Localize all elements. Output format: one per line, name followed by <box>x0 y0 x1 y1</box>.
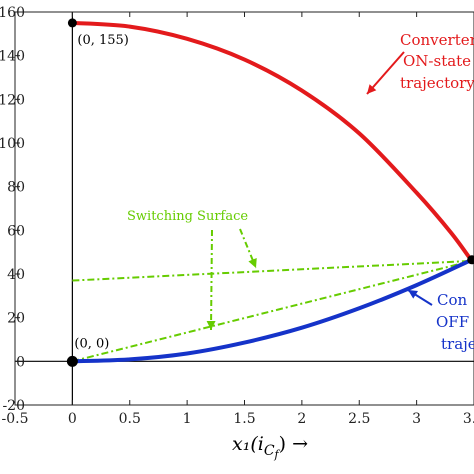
switching-arrow-1 <box>206 229 216 331</box>
y-tick-label: 60 <box>7 223 25 239</box>
x-axis-label: x₁(iCf) → <box>232 433 308 461</box>
point-marker <box>66 355 78 367</box>
x-tick-label: 0.5 <box>119 411 141 427</box>
point-marker <box>467 255 474 265</box>
y-tick-label: 0 <box>16 354 25 370</box>
off-state-trajectory <box>70 257 474 364</box>
x-tick-label: 0 <box>68 411 77 427</box>
x-tick-label: 3 <box>412 411 421 427</box>
y-tick-label: 100 <box>0 136 25 152</box>
points-group: (0, 155) (0, 0) <box>66 18 474 367</box>
off-state-label-line2: OFF <box>436 313 469 331</box>
switching-surface-lines <box>72 259 472 363</box>
x-tick-label: 3.5 <box>463 411 474 427</box>
off-state-arrow-head <box>408 290 419 299</box>
switching-arrow-2-head <box>248 257 257 268</box>
x-tick-label: -0.5 <box>2 411 29 427</box>
point-label-0-155: (0, 155) <box>77 33 129 48</box>
on-state-trajectory <box>70 20 474 263</box>
switching-arrow-2 <box>239 228 257 269</box>
switching-arrow-1-head <box>206 320 216 330</box>
y-tick-label: 40 <box>7 267 25 283</box>
y-tick-label: 120 <box>0 92 25 108</box>
x-tick-label: 1.5 <box>233 411 255 427</box>
y-tick-label: 20 <box>7 311 25 327</box>
x-tick-label: 2 <box>297 411 306 427</box>
y-tick-label: 80 <box>7 180 25 196</box>
x-tick-label: 2.5 <box>348 411 370 427</box>
on-state-arrow-head <box>367 84 377 94</box>
x-tick-label: 1 <box>183 411 192 427</box>
on-state-arrow <box>366 51 405 95</box>
off-state-label-line1: Con <box>437 291 468 309</box>
switching-surface-label: Switching Surface <box>127 209 248 224</box>
series-group <box>70 20 474 364</box>
point-marker <box>67 18 77 28</box>
on-state-label-line3: trajectory <box>400 74 474 92</box>
on-state-arrow-shaft <box>366 51 405 95</box>
y-tick-label: 140 <box>0 49 25 65</box>
off-state-label-line3: traje <box>441 335 474 353</box>
switching-line-2 <box>72 259 472 363</box>
point-label-0-0: (0, 0) <box>74 336 109 351</box>
on-state-label-line2: ON-state <box>403 52 471 70</box>
off-state-arrow <box>407 289 433 306</box>
switching-line-1 <box>72 259 472 282</box>
y-tick-label: 160 <box>0 5 25 21</box>
switching-arrow-1-shaft <box>210 229 213 331</box>
on-state-label-line1: Converter <box>400 31 474 49</box>
ticks-group: -0.5 0 0.5 1 1.5 2 2.5 3 3.5 -20 0 20 40 60 80 100 120 14… <box>0 5 474 461</box>
y-tick-label: -20 <box>2 398 25 414</box>
annotations-group: Converter ON-state trajectory Con OFF traje Sw… <box>127 31 474 353</box>
